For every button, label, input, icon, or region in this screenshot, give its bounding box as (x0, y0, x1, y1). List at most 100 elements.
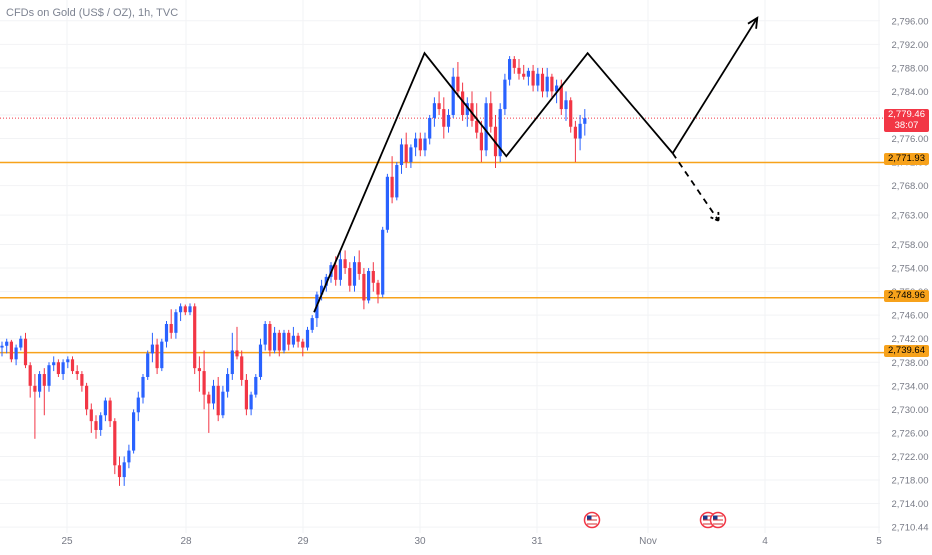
candle-body (348, 268, 352, 286)
price-tick-label: 2,763.00 (892, 211, 929, 222)
candle-body (183, 306, 187, 313)
breakdown-arrow-line (671, 152, 720, 222)
candle-body (263, 323, 267, 345)
candle-body (508, 59, 512, 80)
candle-body (446, 114, 451, 127)
candle-body (33, 385, 37, 392)
candle-body (202, 371, 206, 395)
candle-body (517, 67, 521, 74)
candle-body (211, 385, 216, 404)
candle-body (390, 176, 394, 198)
candle-body (301, 341, 305, 348)
candle-body (66, 359, 70, 363)
candle-body (399, 144, 404, 166)
candle-body (207, 394, 211, 404)
candle-body (0, 345, 4, 348)
candle-body (432, 103, 436, 118)
breakdown-arrow-head (710, 211, 720, 223)
candle-body (475, 120, 479, 133)
candle-body (94, 421, 98, 430)
grid (0, 0, 880, 533)
candle-body (42, 374, 46, 386)
price-tick-label: 2,768.00 (892, 181, 929, 192)
flag-stripe (587, 517, 597, 519)
price-tick-label: 2,746.00 (892, 311, 929, 322)
candle-body (428, 117, 432, 139)
countdown-label: 38:07 (894, 120, 919, 131)
candle-body (418, 138, 422, 151)
double-top-pattern (313, 51, 674, 313)
candles (0, 56, 587, 486)
candle-body (19, 338, 23, 348)
flag-stripe (703, 519, 713, 521)
level-tag-2739: 2,739.64 (884, 345, 929, 357)
time-tick-label: 28 (180, 536, 192, 547)
flag-stripe (703, 517, 713, 519)
candle-body (108, 400, 112, 422)
candle-body (141, 376, 145, 398)
price-tick-label: 2,788.00 (892, 63, 929, 74)
candle-body (334, 265, 338, 280)
candle-body (14, 347, 18, 360)
candle-body (136, 397, 140, 413)
candle-body (249, 394, 253, 410)
candle-body (179, 306, 183, 313)
price-tick-label: 2,722.00 (892, 452, 929, 463)
chart-title: CFDs on Gold (US$ / OZ), 1h, TVC (6, 7, 179, 19)
candle-body (23, 338, 28, 366)
candle-body (404, 144, 408, 163)
flag-stripe (703, 523, 713, 525)
price-axis[interactable]: 2,710.44 2,714.00 2,718.00 2,722.00 2,726.00… (892, 16, 929, 533)
candle-body (5, 341, 9, 346)
candle-body (80, 374, 84, 386)
candle-body (216, 385, 220, 416)
candle-body (583, 118, 587, 124)
flag-stripe (587, 515, 597, 517)
current-price-label: 2,779.46 (888, 109, 925, 120)
time-tick-label: 4 (762, 536, 768, 547)
candle-body (146, 353, 150, 377)
candle-body (540, 73, 545, 92)
price-tick-label: 2,754.00 (892, 264, 929, 275)
candle-body (479, 132, 483, 151)
time-tick-label: 25 (61, 536, 73, 547)
candle-body (244, 379, 248, 410)
candle-body (75, 371, 79, 375)
candle-body (489, 103, 493, 127)
candle-body (512, 59, 516, 68)
us-flag-icon (709, 511, 727, 529)
candle-body (268, 323, 272, 351)
candle-body (381, 229, 385, 295)
flag-stripe (713, 523, 723, 525)
candle-body (385, 176, 389, 230)
candle-body (155, 344, 159, 369)
candle-body (569, 100, 573, 127)
candle-body (226, 374, 230, 392)
candle-body (456, 76, 460, 92)
flag-stripe (713, 519, 723, 521)
candle-body (197, 368, 201, 372)
candle-body (522, 73, 526, 77)
price-tick-label: 2,714.00 (892, 499, 929, 510)
candle-body (442, 109, 446, 127)
candle-body (291, 335, 295, 345)
price-tick-label: 2,796.00 (892, 16, 929, 27)
candle-body (240, 356, 244, 380)
candle-body (56, 362, 60, 375)
candle-body (357, 262, 361, 274)
price-tick-label: 2,738.00 (892, 358, 929, 369)
candle-body (536, 73, 540, 86)
candle-body (409, 147, 413, 163)
price-tick-label: 2,718.00 (892, 476, 929, 487)
candle-body (352, 262, 357, 286)
flag-stripe (587, 519, 597, 521)
candle-body (343, 259, 347, 269)
candle-body (498, 109, 502, 157)
flag-stripe (713, 521, 723, 523)
flag-stripe (703, 521, 713, 523)
time-axis[interactable]: 25 28 29 30 31 Nov 4 5 (61, 536, 882, 547)
flag-canton (587, 515, 592, 520)
candle-body (395, 165, 399, 198)
